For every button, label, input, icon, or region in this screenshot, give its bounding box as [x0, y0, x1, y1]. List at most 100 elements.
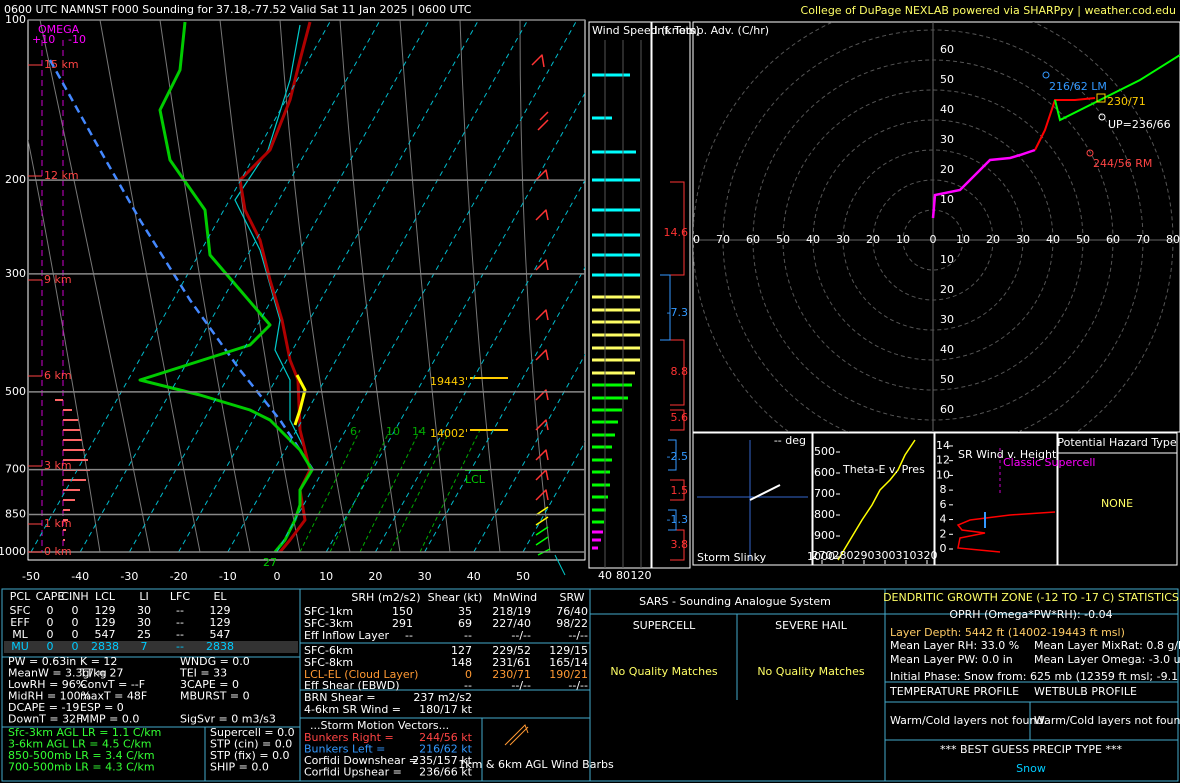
- lapse-rate: 3-6km AGL LR = 4.5 C/km: [8, 738, 151, 751]
- kin-extra-label: 4-6km SR Wind =: [304, 703, 401, 716]
- mw-label: 230/71: [1107, 95, 1146, 108]
- parcel-cell: 0: [72, 640, 79, 653]
- pressure-label: 700: [5, 463, 26, 476]
- hodo-y-label: 20: [940, 163, 954, 176]
- wind-speed-bars: [592, 73, 640, 550]
- parcel-cell: 0: [47, 640, 54, 653]
- wind-speed-panel: [588, 21, 652, 569]
- kin-layer: Eff Shear (EBWD): [304, 679, 400, 692]
- parcel-cell: ML: [12, 628, 28, 641]
- dgz-heading: TEMPERATURE PROFILE: [889, 685, 1019, 698]
- slinky-frame: [692, 432, 813, 566]
- hodo-x-label: 30: [1016, 233, 1030, 246]
- temp-adv-value: 1.5: [671, 484, 689, 497]
- hodo-ring: [782, 89, 1084, 391]
- composite: SHIP = 0.0: [210, 761, 269, 774]
- kin-layer: LCL-EL (Cloud Layer): [304, 668, 418, 681]
- height-label: 6 km: [44, 369, 72, 382]
- temperature-label: -20: [170, 570, 188, 583]
- sars-title: SARS - Sounding Analogue System: [639, 595, 831, 608]
- parcel-header: PCL: [10, 590, 31, 603]
- hodo-y-label: 60: [940, 43, 954, 56]
- temperature-label: -10: [219, 570, 237, 583]
- hodo-x-label: 80: [1166, 233, 1180, 246]
- srwind-h-label: 8: [940, 483, 947, 496]
- hodo-x-label: 60: [1106, 233, 1120, 246]
- height-label: 1 km: [44, 517, 72, 530]
- hodo-ring: [722, 29, 1144, 432]
- kin-header: SRW: [559, 591, 584, 604]
- isotherm: [424, 266, 585, 553]
- parcel-cell: MU: [11, 640, 29, 653]
- kin-layer: Eff Inflow Layer: [304, 629, 390, 642]
- isotherm: [178, 20, 480, 553]
- up-label: UP=236/66: [1108, 118, 1171, 131]
- hodo-trace-high: [1054, 54, 1180, 122]
- motion-label: Corfidi Downshear =: [304, 754, 418, 767]
- parcel-cell: 2838: [206, 640, 234, 653]
- hodo-origin: 0: [930, 233, 937, 246]
- kin-value: 35: [458, 605, 472, 618]
- index: MeanW = 3.3g/kg: [8, 667, 107, 680]
- temp-adv-value: 5.6: [671, 411, 689, 424]
- slinky-vector: [749, 484, 781, 501]
- parcel-cell: 0: [72, 616, 79, 629]
- hodo-x-label: 10: [896, 233, 910, 246]
- kin-value: 76/40: [556, 605, 588, 618]
- thetae-t-label: 280: [833, 549, 854, 562]
- parcel-header: CAPE: [36, 590, 65, 603]
- omega-title: OMEGA: [38, 23, 80, 36]
- hodo-x-label: 60: [746, 233, 760, 246]
- hodo-ring: [693, 22, 1174, 432]
- dgz-line: OPRH (Omega*PW*RH): -0.04: [949, 608, 1112, 621]
- dgz-line: Layer Depth: 5442 ft (14002-19443 ft msl…: [890, 626, 1125, 639]
- omega-axes: [41, 40, 64, 552]
- index: ConvT = --F: [80, 678, 145, 691]
- hodo-x-label: 70: [1136, 233, 1150, 246]
- kin-value: 98/22: [556, 617, 588, 630]
- dgz-result: Warm/Cold layers not found.: [890, 714, 1047, 727]
- wind-speed-tick: 80: [616, 569, 630, 582]
- srwind-title: SR Wind v. Height: [958, 448, 1057, 461]
- thetae-frame: [812, 432, 935, 566]
- lapse-rate: 850-500mb LR = 3.4 C/km: [8, 749, 155, 762]
- srwind-supercell: Classic Supercell: [1003, 456, 1095, 469]
- kin-value: 0: [465, 668, 472, 681]
- bottom-frames: [1, 588, 1179, 782]
- thetae-t-label: 300: [875, 549, 896, 562]
- index: LowRH = 96%: [8, 678, 86, 691]
- dgz-line: Mean Layer MixRat: 0.8 g/kg: [1034, 639, 1180, 652]
- srwind-frame: [934, 432, 1058, 566]
- parcel-cell: 0: [47, 604, 54, 617]
- mu-row-highlight: [4, 641, 298, 653]
- kin-value: 165/14: [549, 656, 588, 669]
- isotherm: [276, 20, 578, 553]
- hodo-x-label: 50: [776, 233, 790, 246]
- composite: STP (fix) = 0.0: [210, 749, 290, 762]
- kin-value: --/--: [568, 679, 588, 692]
- mixing-ratio-label: 10: [386, 425, 400, 438]
- sars-supercell: SUPERCELL: [633, 619, 696, 632]
- height-label: 15 km: [44, 58, 79, 71]
- thetae-p-label: 800: [814, 508, 835, 521]
- pressure-label: 300: [5, 267, 26, 280]
- motion-value: 216/62 kt: [419, 743, 473, 756]
- kin-layer: SFC-3km: [304, 617, 353, 630]
- dgz-heading: WETBULB PROFILE: [1034, 685, 1137, 698]
- height-label: 9 km: [44, 273, 72, 286]
- surface-temp: 27: [263, 556, 277, 569]
- dgz-line: Initial Phase: Snow from: 625 mb (12359 …: [890, 670, 1180, 683]
- surface-barb: [554, 554, 566, 576]
- index: PW = 0.63in: [8, 655, 76, 668]
- hodo-x-label: 50: [1076, 233, 1090, 246]
- wind-speed-frame: [588, 21, 652, 569]
- kin-value: 218/19: [492, 605, 531, 618]
- parcel-cell: SFC: [10, 604, 31, 617]
- isotherm: [325, 92, 585, 553]
- sars-result: No Quality Matches: [757, 665, 865, 678]
- skewt-layer: [27, 19, 586, 576]
- hodo-y-label: 40: [940, 343, 954, 356]
- kin-header: MnWind: [493, 591, 537, 604]
- kin-value: 129/15: [549, 644, 588, 657]
- kin-layer: SFC-8km: [304, 656, 353, 669]
